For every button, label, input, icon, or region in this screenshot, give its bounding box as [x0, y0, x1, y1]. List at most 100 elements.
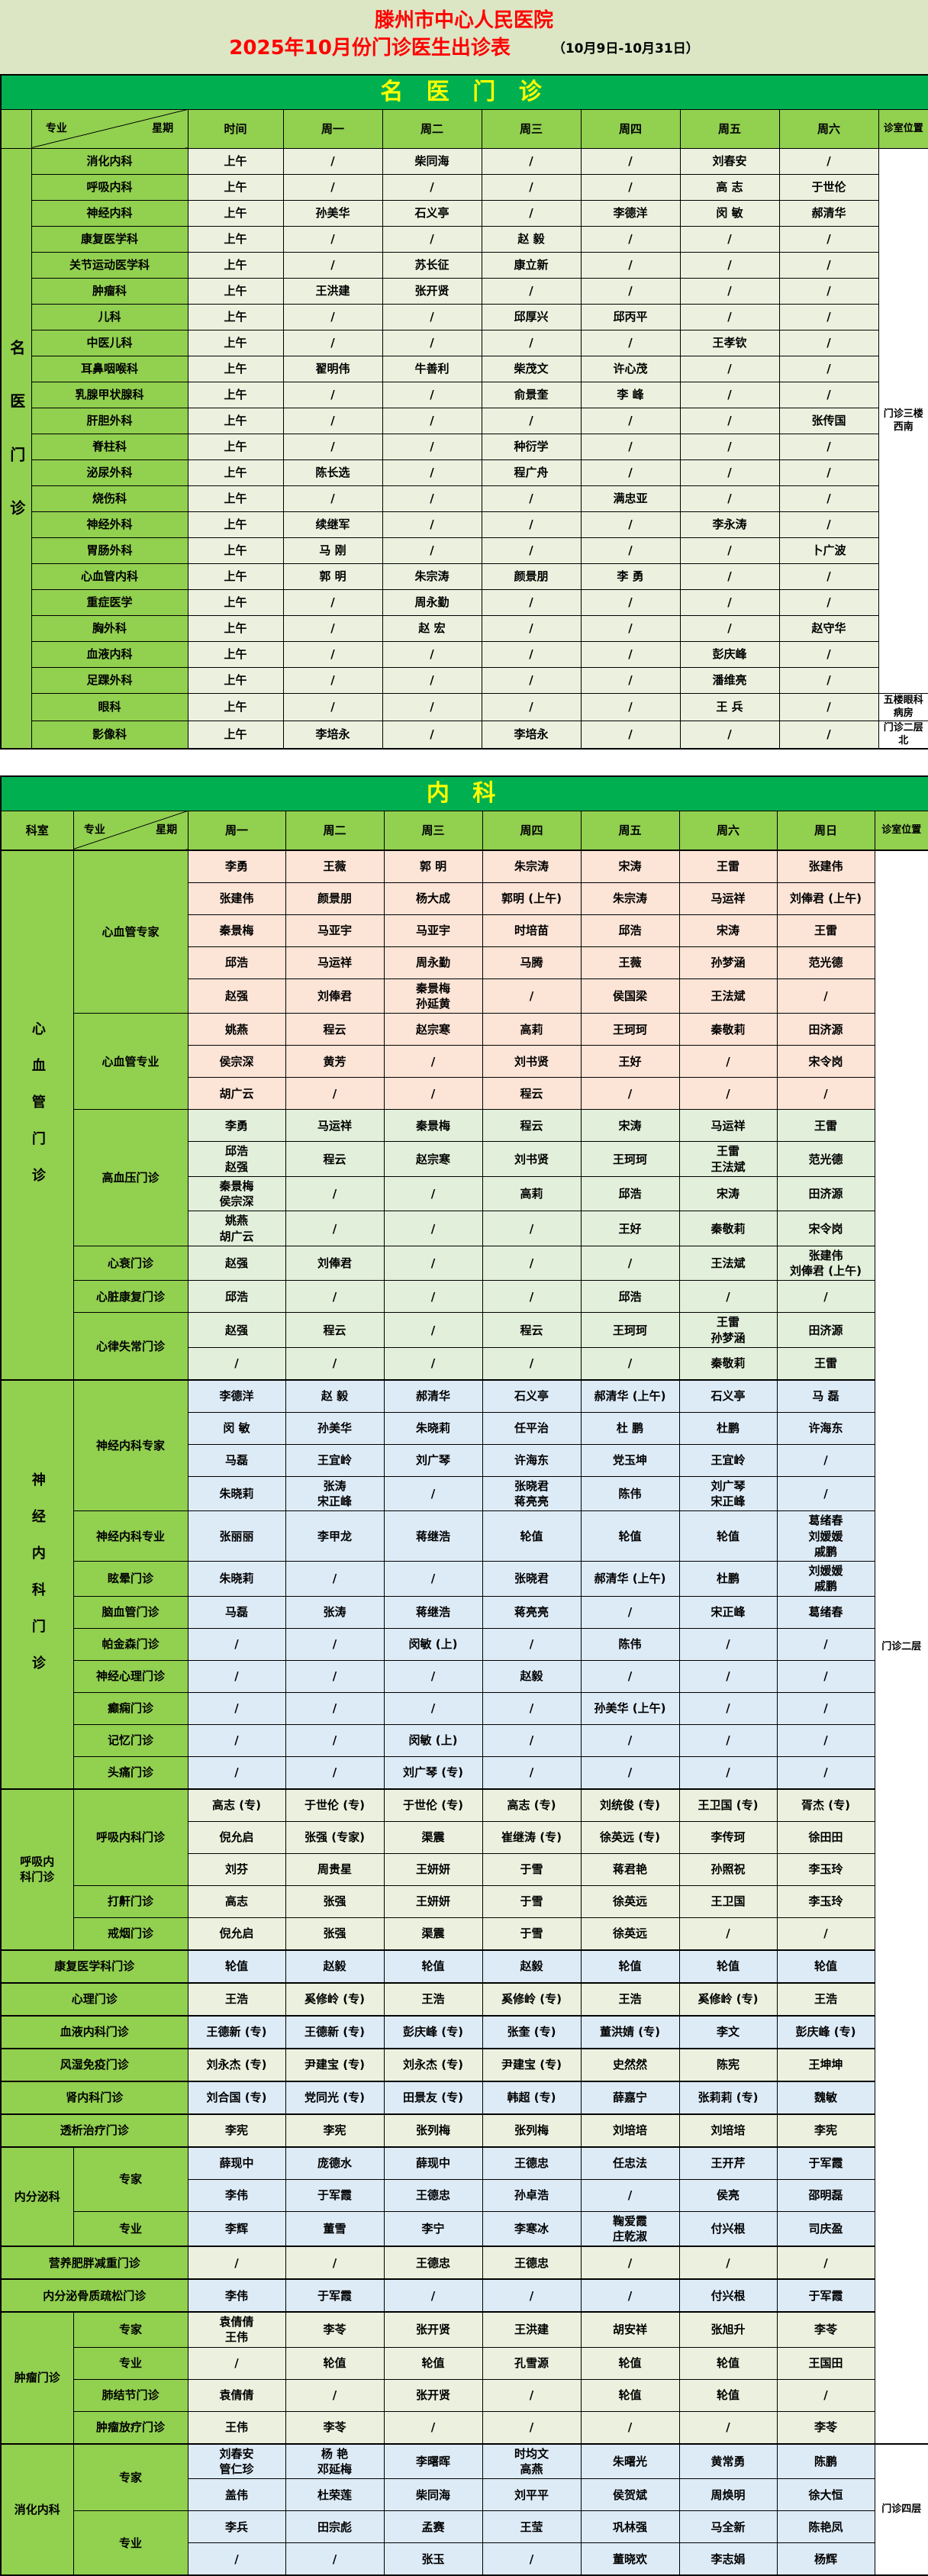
doctor-cell: /	[580, 1077, 680, 1111]
doctor-cell: 司庆盈	[776, 2210, 875, 2247]
doctor-cell: /	[778, 692, 879, 721]
table-row: 脑血管门诊 马磊 张涛 蒋继浩 蒋亮亮 / 宋正峰 葛绪春	[1, 1595, 928, 1629]
doctor-cell: 徐英远	[580, 1917, 680, 1951]
doctor-cell: /	[382, 666, 482, 694]
specialty-label: 专业	[72, 2210, 188, 2247]
table-row: 邱浩 马运祥 周永勤 马腾 王薇 孙梦涵 范光德	[1, 946, 928, 979]
table-row: 心血管专业 姚燕 程云 赵宗寒 高莉 王珂珂 秦敬莉 田济源	[1, 1013, 928, 1111]
doctor-cell: 田宗彪	[285, 2510, 385, 2544]
doctor-cell: 王德忠	[383, 2246, 483, 2280]
doctor-cell: 张强 (专家)	[285, 1820, 385, 1854]
doctor-cell: /	[776, 1917, 875, 1951]
doctor-cell: /	[382, 225, 482, 253]
location-header: 诊室位置	[874, 810, 928, 851]
doctor-cell: 郝清华	[383, 1378, 483, 1413]
doctor-cell: /	[778, 277, 879, 305]
doctor-cell: 孙卓浩	[482, 2178, 582, 2212]
doctor-cell: /	[679, 563, 780, 590]
time-cell: 上午	[187, 537, 284, 564]
doctor-cell: 邱丙平	[580, 303, 681, 330]
doctor-cell: /	[282, 303, 383, 330]
doctor-cell: 张奎 (专)	[482, 2014, 582, 2049]
specialty-label: 专家	[72, 2146, 188, 2212]
doctor-cell: /	[679, 277, 780, 305]
doctor-cell: 时均文 高燕	[482, 2442, 582, 2480]
table-row: 胡广云 / / 程云 / / /	[1, 1077, 928, 1111]
doctor-cell: /	[382, 537, 482, 564]
doctor-cell: /	[187, 1659, 286, 1693]
doctor-cell: /	[776, 2246, 875, 2280]
section-banner: 内 科	[0, 775, 928, 811]
doctor-cell: /	[187, 1723, 286, 1757]
doctor-cell: 付兴根	[678, 2278, 778, 2313]
doctor-cell: 马磊	[187, 1595, 286, 1629]
doctor-cell: 李勇	[187, 1109, 286, 1143]
doctor-cell: /	[482, 2278, 582, 2313]
doctor-cell: /	[580, 1245, 680, 1282]
doctor-cell: 轮值	[383, 1949, 483, 1984]
specialty-label: 脑血管门诊	[72, 1595, 188, 1629]
department-label: 心血管内科	[31, 563, 188, 590]
schedule-title: 2025年10月份门诊医生出诊表	[229, 37, 511, 60]
table-row: 营养肥胖减重门诊 / / 王德忠 王德忠 / / /	[0, 2246, 928, 2280]
doctor-cell: /	[382, 640, 482, 668]
doctor-cell: /	[383, 1211, 483, 1246]
doctor-cell: 任平治	[482, 1411, 582, 1445]
doctor-cell: /	[580, 407, 681, 434]
doctor-cell: 杜鹏	[678, 1561, 778, 1597]
doctor-cell: 于军霞	[285, 2278, 385, 2313]
doctor-cell: 秦敬莉	[678, 1013, 778, 1046]
specialty-label: 记忆门诊	[72, 1723, 188, 1757]
doctor-cell: 奚修岭 (专)	[482, 1981, 582, 2017]
date-range: （10月9日-10月31日）	[552, 41, 699, 57]
specialty-label: 专家	[72, 2311, 188, 2348]
department-label: 重症医学	[31, 588, 188, 616]
doctor-cell: /	[383, 2410, 483, 2445]
clinic-group-label: 肿瘤门诊	[0, 2311, 74, 2445]
doctor-cell: 李培永	[282, 720, 383, 750]
doctor-cell: 杜鹏	[678, 1411, 778, 1445]
doctor-cell: 徐田田	[776, 1820, 875, 1854]
table-row: 头痛门诊 / / 刘广琴 (专) / / / /	[1, 1755, 928, 1790]
doctor-cell: 朱晓莉	[187, 1475, 286, 1512]
doctor-cell: 王珂珂	[580, 1312, 680, 1348]
doctor-cell: 刘芬	[187, 1852, 286, 1886]
doctor-cell: 葛绪春 刘媛媛 戚鹏	[776, 1510, 875, 1562]
doctor-cell: /	[776, 1755, 875, 1790]
doctor-cell: 王浩	[383, 1981, 483, 2017]
doctor-cell: 柴同海	[383, 2478, 483, 2512]
doctor-cell: 庞德水	[285, 2146, 385, 2180]
doctor-cell: 王宜岭	[678, 1443, 778, 1477]
doctor-cell: 邱浩	[187, 946, 286, 979]
table-row: 心脏康复门诊 邱浩 / / / 邱浩 / /	[1, 1280, 928, 1314]
doctor-cell: 孙美华 (上午)	[580, 1691, 680, 1725]
doctor-cell: /	[580, 511, 681, 538]
time-cell: 上午	[187, 720, 284, 750]
doctor-cell: 李辉	[187, 2210, 286, 2247]
specialty-label: 心律失常门诊	[72, 1312, 188, 1381]
doctor-cell: 闵 敏	[679, 199, 780, 227]
department-label: 消化内科	[31, 147, 188, 175]
doctor-cell: 马 刚	[282, 537, 383, 564]
doctor-cell: 党同光 (专)	[285, 2080, 385, 2115]
doctor-cell: 李甲龙	[285, 1510, 385, 1562]
table-row: 神经心理门诊 / / / 赵毅 / / /	[1, 1659, 928, 1693]
specialty-label: 神经内科专家	[72, 1378, 188, 1512]
doctor-cell: 邱浩 赵强	[187, 1141, 286, 1177]
doctor-cell: /	[679, 381, 780, 408]
doctor-cell: 刘培培	[678, 2113, 778, 2148]
doctor-cell: 闵 敏	[187, 1411, 286, 1445]
doctor-cell: 马腾	[482, 946, 582, 979]
doctor-cell: 邱浩	[580, 1175, 680, 1212]
day-header: 周六	[778, 108, 879, 149]
doctor-cell: 袁倩倩 王伟	[187, 2311, 286, 2348]
doctor-cell: 轮值	[580, 2346, 680, 2380]
table-row: 神经内科专业 张丽丽 李甲龙 蒋继浩 轮值 轮值 轮值 葛绪春 刘媛媛 戚鹏	[1, 1510, 928, 1562]
doctor-cell: 刘书贤	[482, 1045, 582, 1078]
table-row: 高血压门诊 李勇 马运祥 秦景梅 程云 宋涛 马运祥 王雷	[1, 1109, 928, 1246]
doctor-cell: 许海东	[776, 1411, 875, 1445]
doctor-cell: 李伟	[187, 2178, 286, 2212]
doctor-cell: /	[778, 225, 879, 253]
doctor-cell: /	[282, 251, 383, 279]
doctor-cell: 马运祥	[678, 882, 778, 915]
